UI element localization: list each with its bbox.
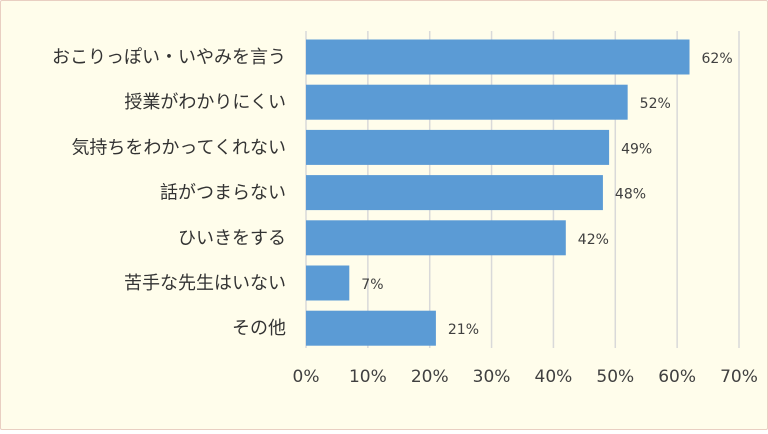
category-label: その他 (232, 318, 286, 339)
bar (306, 310, 436, 346)
category-label: おこりっぽい・いやみを言う (52, 47, 286, 68)
bar (306, 39, 690, 75)
x-tick-label: 20% (411, 367, 449, 387)
category-label: 苦手な先生はいない (124, 273, 286, 294)
category-labels: おこりっぽい・いやみを言う授業がわかりにくい気持ちをわかってくれない話がつまらな… (52, 47, 286, 339)
x-tick-label: 60% (658, 367, 696, 387)
data-label: 49% (621, 141, 652, 157)
x-tick-label: 0% (293, 367, 320, 387)
x-tick-label: 50% (596, 367, 634, 387)
x-axis-tick-labels: 0% 10% 20% 30% 40% 50% 60% 70% (293, 367, 758, 387)
x-tick-label: 70% (720, 367, 758, 387)
data-label: 62% (702, 51, 733, 67)
bar (306, 265, 350, 301)
data-label: 42% (578, 232, 609, 248)
bar (306, 175, 603, 211)
bars (306, 39, 690, 346)
data-label: 21% (448, 322, 479, 338)
data-label: 52% (640, 96, 671, 112)
value-labels: 62% 52% 49% 48% 42% 7% 21% (361, 51, 732, 338)
category-label: 話がつまらない (160, 183, 286, 204)
bar (306, 129, 610, 165)
x-tick-label: 10% (349, 367, 387, 387)
x-tick-label: 40% (535, 367, 573, 387)
data-label: 48% (615, 187, 646, 203)
data-label: 7% (361, 277, 383, 293)
bar (306, 220, 566, 256)
x-tick-label: 30% (473, 367, 511, 387)
category-label: 授業がわかりにくい (124, 92, 286, 113)
category-label: ひいきをする (178, 228, 286, 249)
category-label: 気持ちをわかってくれない (71, 137, 286, 158)
bar (306, 84, 628, 120)
